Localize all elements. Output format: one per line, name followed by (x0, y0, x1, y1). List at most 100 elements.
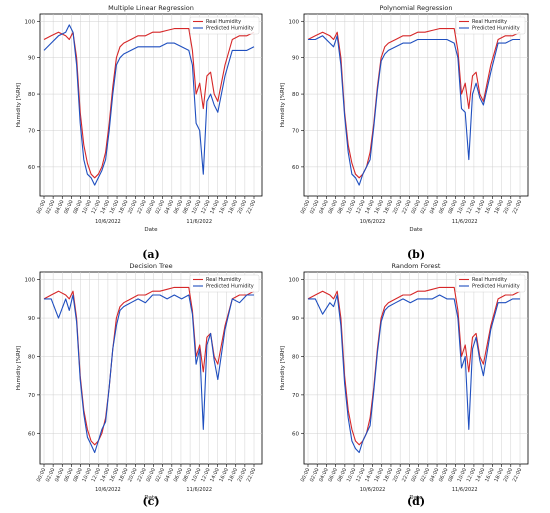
x-tick-label: 00:00 (36, 199, 48, 215)
x-tick-label: 10:00 (191, 199, 203, 215)
x-tick-label: 02:00 (420, 199, 432, 215)
x-tick-label: 14:00 (100, 467, 112, 483)
x-tick-label: 04:00 (54, 467, 66, 483)
x-tick-label: 18:00 (493, 467, 505, 483)
x-tick-label: 00:00 (145, 467, 157, 483)
x-tick-label: 04:00 (318, 467, 330, 483)
x-tick-label: 12:00 (355, 467, 367, 483)
panel-caption: (c) (142, 495, 159, 508)
x-tick-label: 00:00 (300, 467, 312, 483)
chart-title: Multiple Linear Regression (108, 4, 194, 12)
x-tick-label: 20:00 (237, 199, 249, 215)
x-tick-label: 20:00 (392, 199, 404, 215)
x-axis-label: Date (144, 227, 158, 233)
series-line-predicted (308, 35, 520, 186)
x-tick-label: 08:00 (447, 467, 459, 483)
y-tick-label: 90 (292, 316, 299, 322)
x-tick-label: 20:00 (127, 467, 139, 483)
x-tick-label: 00:00 (410, 199, 422, 215)
x-axis-label: Date (144, 495, 158, 501)
x-tick-label: 10:00 (81, 199, 93, 215)
y-tick-label: 90 (292, 56, 299, 62)
x-tick-label: 08:00 (72, 467, 84, 483)
y-tick-label: 100 (25, 278, 36, 284)
y-axis-label: Humidity [%RH] (280, 346, 286, 390)
date-label: 11/6/2022 (186, 219, 212, 225)
chart-title: Decision Tree (129, 262, 172, 270)
x-tick-label: 08:00 (447, 199, 459, 215)
series-lines (43, 286, 255, 454)
x-tick-label: 02:00 (309, 199, 321, 215)
panel-caption: (b) (407, 248, 425, 261)
y-tick-label: 100 (25, 19, 36, 25)
legend-label: Real Humidity (472, 277, 507, 283)
date-label: 10/6/2022 (95, 219, 121, 225)
x-tick-label: 10:00 (191, 467, 203, 483)
legend-box (189, 16, 260, 35)
x-tick-label: 04:00 (164, 199, 176, 215)
x-tick-label: 18:00 (383, 199, 395, 215)
x-tick-label: 14:00 (364, 467, 376, 483)
y-axis-label: Humidity [%RH] (16, 83, 22, 127)
x-tick-label: 16:00 (484, 199, 496, 215)
x-tick-label: 02:00 (45, 199, 57, 215)
x-tick-label: 04:00 (429, 199, 441, 215)
x-tick-label: 16:00 (218, 199, 230, 215)
x-tick-label: 22:00 (246, 467, 258, 483)
x-tick-label: 12:00 (466, 467, 478, 483)
series-line-predicted (43, 24, 255, 186)
legend-label: Predicted Humidity (206, 284, 254, 290)
series-line-real (43, 28, 255, 179)
x-tick-label: 08:00 (182, 199, 194, 215)
x-tick-label: 12:00 (200, 199, 212, 215)
x-tick-label: 10:00 (81, 467, 93, 483)
legend-label: Predicted Humidity (472, 284, 520, 290)
x-tick-label: 00:00 (410, 467, 422, 483)
x-tick-label: 06:00 (63, 199, 75, 215)
plot-area (39, 13, 263, 197)
legend-label: Real Humidity (206, 277, 241, 283)
y-tick-label: 60 (28, 165, 35, 171)
x-tick-label: 20:00 (127, 199, 139, 215)
x-tick-label: 04:00 (54, 199, 66, 215)
x-tick-label: 06:00 (438, 467, 450, 483)
x-axis-label: Date (409, 495, 423, 501)
x-tick-label: 20:00 (392, 467, 404, 483)
x-tick-label: 14:00 (209, 199, 221, 215)
x-tick-label: 02:00 (154, 467, 166, 483)
date-label: 10/6/2022 (360, 219, 386, 225)
x-tick-label: 14:00 (475, 467, 487, 483)
y-tick-label: 70 (28, 393, 35, 399)
y-axis-label: Humidity [%RH] (16, 346, 22, 390)
x-tick-label: 12:00 (466, 199, 478, 215)
x-tick-label: 16:00 (218, 467, 230, 483)
x-tick-label: 12:00 (91, 199, 103, 215)
x-tick-label: 14:00 (100, 199, 112, 215)
date-label: 11/6/2022 (452, 487, 478, 493)
x-tick-label: 22:00 (401, 199, 413, 215)
series-lines (307, 286, 521, 454)
x-tick-label: 08:00 (72, 199, 84, 215)
y-tick-label: 90 (28, 56, 35, 62)
x-tick-label: 16:00 (109, 467, 121, 483)
x-tick-label: 06:00 (173, 467, 185, 483)
x-tick-label: 22:00 (246, 199, 258, 215)
y-tick-label: 100 (289, 19, 300, 25)
chart-panel-1: 60 70 80 90 100 Multiple Linear Regression 00:… (16, 4, 263, 261)
x-tick-label: 16:00 (374, 199, 386, 215)
series-lines (43, 24, 255, 186)
legend-box (455, 16, 526, 35)
x-tick-label: 18:00 (493, 199, 505, 215)
x-tick-label: 18:00 (118, 467, 130, 483)
x-tick-label: 02:00 (420, 467, 432, 483)
x-tick-label: 22:00 (136, 467, 148, 483)
x-tick-label: 10:00 (346, 467, 358, 483)
legend-box (455, 274, 526, 293)
y-tick-label: 70 (28, 128, 35, 134)
x-tick-label: 06:00 (327, 467, 339, 483)
